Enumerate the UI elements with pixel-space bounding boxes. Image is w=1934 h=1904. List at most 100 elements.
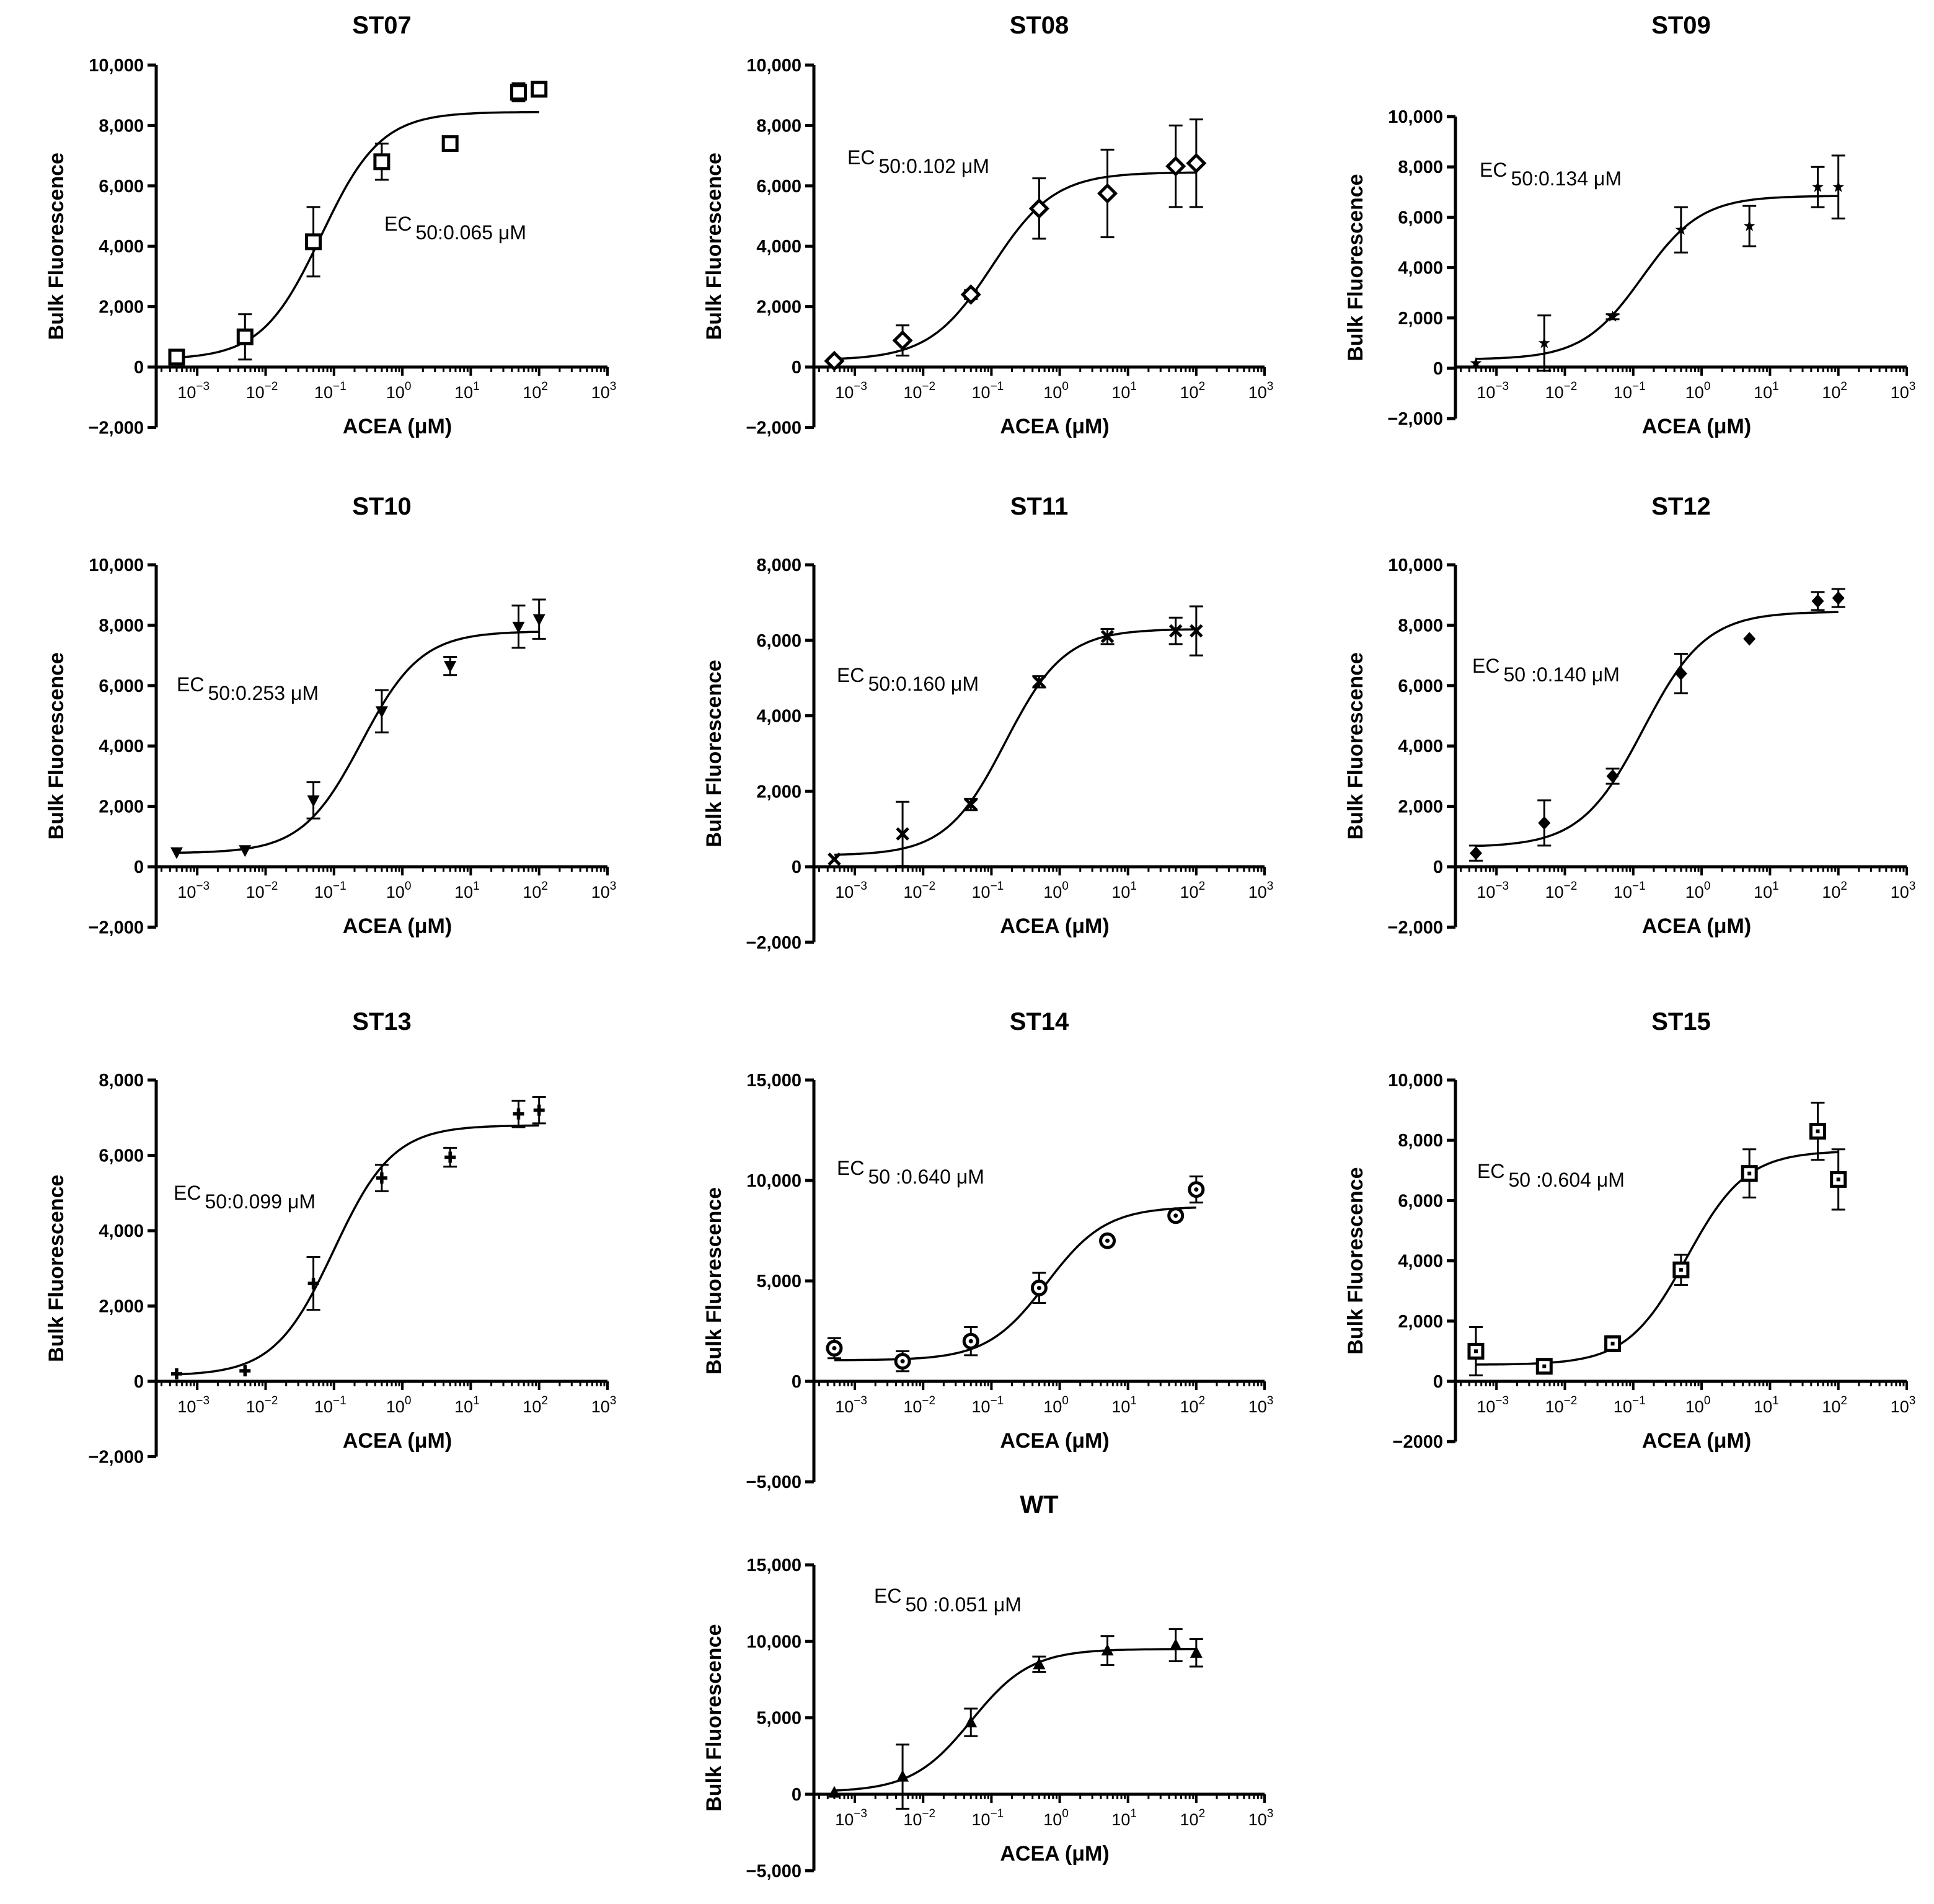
- x-tick-exponent: 0: [1704, 1394, 1711, 1407]
- x-tick-exponent: −1: [991, 1394, 1004, 1407]
- x-tick-base: 10: [1477, 1397, 1495, 1416]
- ec50-prefix: EC: [1480, 159, 1507, 181]
- x-tick-label: 102: [523, 1394, 548, 1416]
- x-tick-label: 101: [454, 380, 480, 402]
- x-tick-base: 10: [1822, 383, 1840, 402]
- data-marker: [170, 1368, 182, 1379]
- x-tick-base: 10: [972, 383, 991, 402]
- x-tick-exponent: −1: [333, 380, 347, 393]
- chart-title: ST14: [1010, 1008, 1069, 1035]
- x-tick-label: 103: [591, 380, 617, 402]
- x-tick-label: 103: [1248, 880, 1274, 901]
- x-tick-exponent: 2: [1199, 1807, 1206, 1820]
- x-tick-label: 10−2: [1545, 1394, 1578, 1416]
- y-tick-label: 8,000: [756, 556, 801, 575]
- x-tick-label: 102: [1822, 880, 1847, 901]
- ec50-annotation: EC 50:0.102 μM: [847, 146, 989, 177]
- x-tick-base: 10: [1248, 1397, 1267, 1416]
- y-tick-label: 10,000: [1388, 107, 1443, 127]
- x-tick-exponent: 2: [1840, 380, 1847, 393]
- x-tick-base: 10: [177, 883, 196, 901]
- data-marker: [1169, 1638, 1182, 1650]
- x-tick-label: 103: [591, 880, 617, 901]
- y-tick-label: 2,000: [1398, 309, 1443, 329]
- x-tick-label: 10−2: [246, 1394, 278, 1416]
- x-tick-base: 10: [1111, 883, 1130, 901]
- x-tick-label: 101: [1111, 1807, 1137, 1829]
- x-axis-label: ACEA (μM): [1000, 1842, 1109, 1866]
- x-tick-exponent: 3: [1267, 380, 1274, 393]
- data-marker: [828, 852, 841, 866]
- x-tick-label: 10−1: [972, 380, 1004, 402]
- data-marker: [376, 1172, 387, 1184]
- y-tick-label: 0: [134, 857, 144, 877]
- ec50-value: :0.604 μM: [1530, 1169, 1625, 1191]
- ec50-subscript: 50: [208, 682, 230, 704]
- x-tick-base: 10: [1685, 1397, 1704, 1416]
- data-marker: [964, 797, 978, 812]
- marker-dot: [1173, 1213, 1178, 1218]
- fit-curve: [834, 1206, 1196, 1362]
- x-tick-exponent: 1: [473, 380, 480, 393]
- y-tick-label: 6,000: [99, 676, 144, 696]
- x-tick-base: 10: [1545, 883, 1564, 901]
- data-marker: [531, 81, 548, 98]
- ec50-prefix: EC: [837, 1157, 864, 1179]
- x-tick-base: 10: [454, 383, 473, 402]
- x-tick-base: 10: [972, 1810, 991, 1829]
- y-axis-label: Bulk Fluorescence: [1344, 652, 1367, 839]
- x-tick-label: 101: [1111, 380, 1137, 402]
- x-tick-base: 10: [454, 883, 473, 901]
- x-tick-label: 10−1: [972, 1394, 1004, 1416]
- x-tick-base: 10: [1043, 1810, 1062, 1829]
- chart-title: WT: [1020, 1491, 1058, 1518]
- x-tick-label: 101: [1111, 880, 1137, 901]
- x-tick-exponent: 2: [1199, 880, 1206, 893]
- x-tick-exponent: −2: [922, 1807, 935, 1820]
- y-tick-label: −5,000: [746, 1472, 801, 1492]
- x-tick-base: 10: [1822, 883, 1840, 901]
- x-tick-label: 10−1: [1614, 880, 1646, 901]
- ec50-subscript: 50: [1511, 167, 1533, 190]
- x-tick-exponent: −2: [265, 1394, 278, 1407]
- x-tick-exponent: 1: [1130, 1394, 1137, 1407]
- data-marker: [1186, 153, 1207, 174]
- y-tick-label: 10,000: [89, 56, 144, 76]
- x-tick-label: 103: [1891, 1394, 1916, 1416]
- x-tick-exponent: −2: [922, 880, 935, 893]
- y-tick-label: −2,000: [88, 918, 144, 937]
- marker-dot: [1542, 1364, 1547, 1368]
- data-marker: [375, 706, 388, 719]
- x-tick-label: 10−1: [314, 380, 347, 402]
- data-marker: [510, 84, 527, 101]
- x-tick-exponent: 2: [541, 880, 548, 893]
- x-tick-base: 10: [903, 383, 922, 402]
- ec50-value: :0.134 μM: [1533, 167, 1622, 190]
- x-tick-base: 10: [1180, 883, 1199, 901]
- x-tick-base: 10: [835, 383, 854, 402]
- x-tick-base: 10: [1043, 883, 1062, 901]
- chart-panel-st09: ST09−2,00002,0004,0006,0008,00010,00010−…: [1344, 12, 1915, 438]
- x-tick-base: 10: [1180, 383, 1199, 402]
- ec50-prefix: EC: [174, 1182, 201, 1204]
- ec50-annotation: EC 50:0.160 μM: [837, 664, 979, 695]
- x-tick-label: 102: [1180, 1807, 1206, 1829]
- fit-curve: [834, 171, 1196, 360]
- data-marker: [1743, 219, 1755, 231]
- x-tick-exponent: 1: [473, 1394, 480, 1407]
- x-tick-label: 10−2: [903, 380, 935, 402]
- data-marker: [824, 350, 845, 371]
- x-axis-label: ACEA (μM): [1000, 415, 1109, 438]
- x-tick-exponent: 3: [1909, 1394, 1916, 1407]
- x-tick-exponent: −3: [1495, 1394, 1509, 1407]
- data-marker: [1538, 816, 1551, 830]
- data-marker: [1028, 198, 1049, 219]
- data-marker: [1190, 1645, 1203, 1658]
- x-tick-label: 10−1: [314, 1394, 347, 1416]
- x-axis-label: ACEA (μM): [1000, 914, 1109, 938]
- ec50-subscript: 50: [878, 155, 901, 177]
- data-marker: [1675, 223, 1687, 235]
- x-tick-base: 10: [1111, 383, 1130, 402]
- x-tick-exponent: −3: [1495, 880, 1509, 893]
